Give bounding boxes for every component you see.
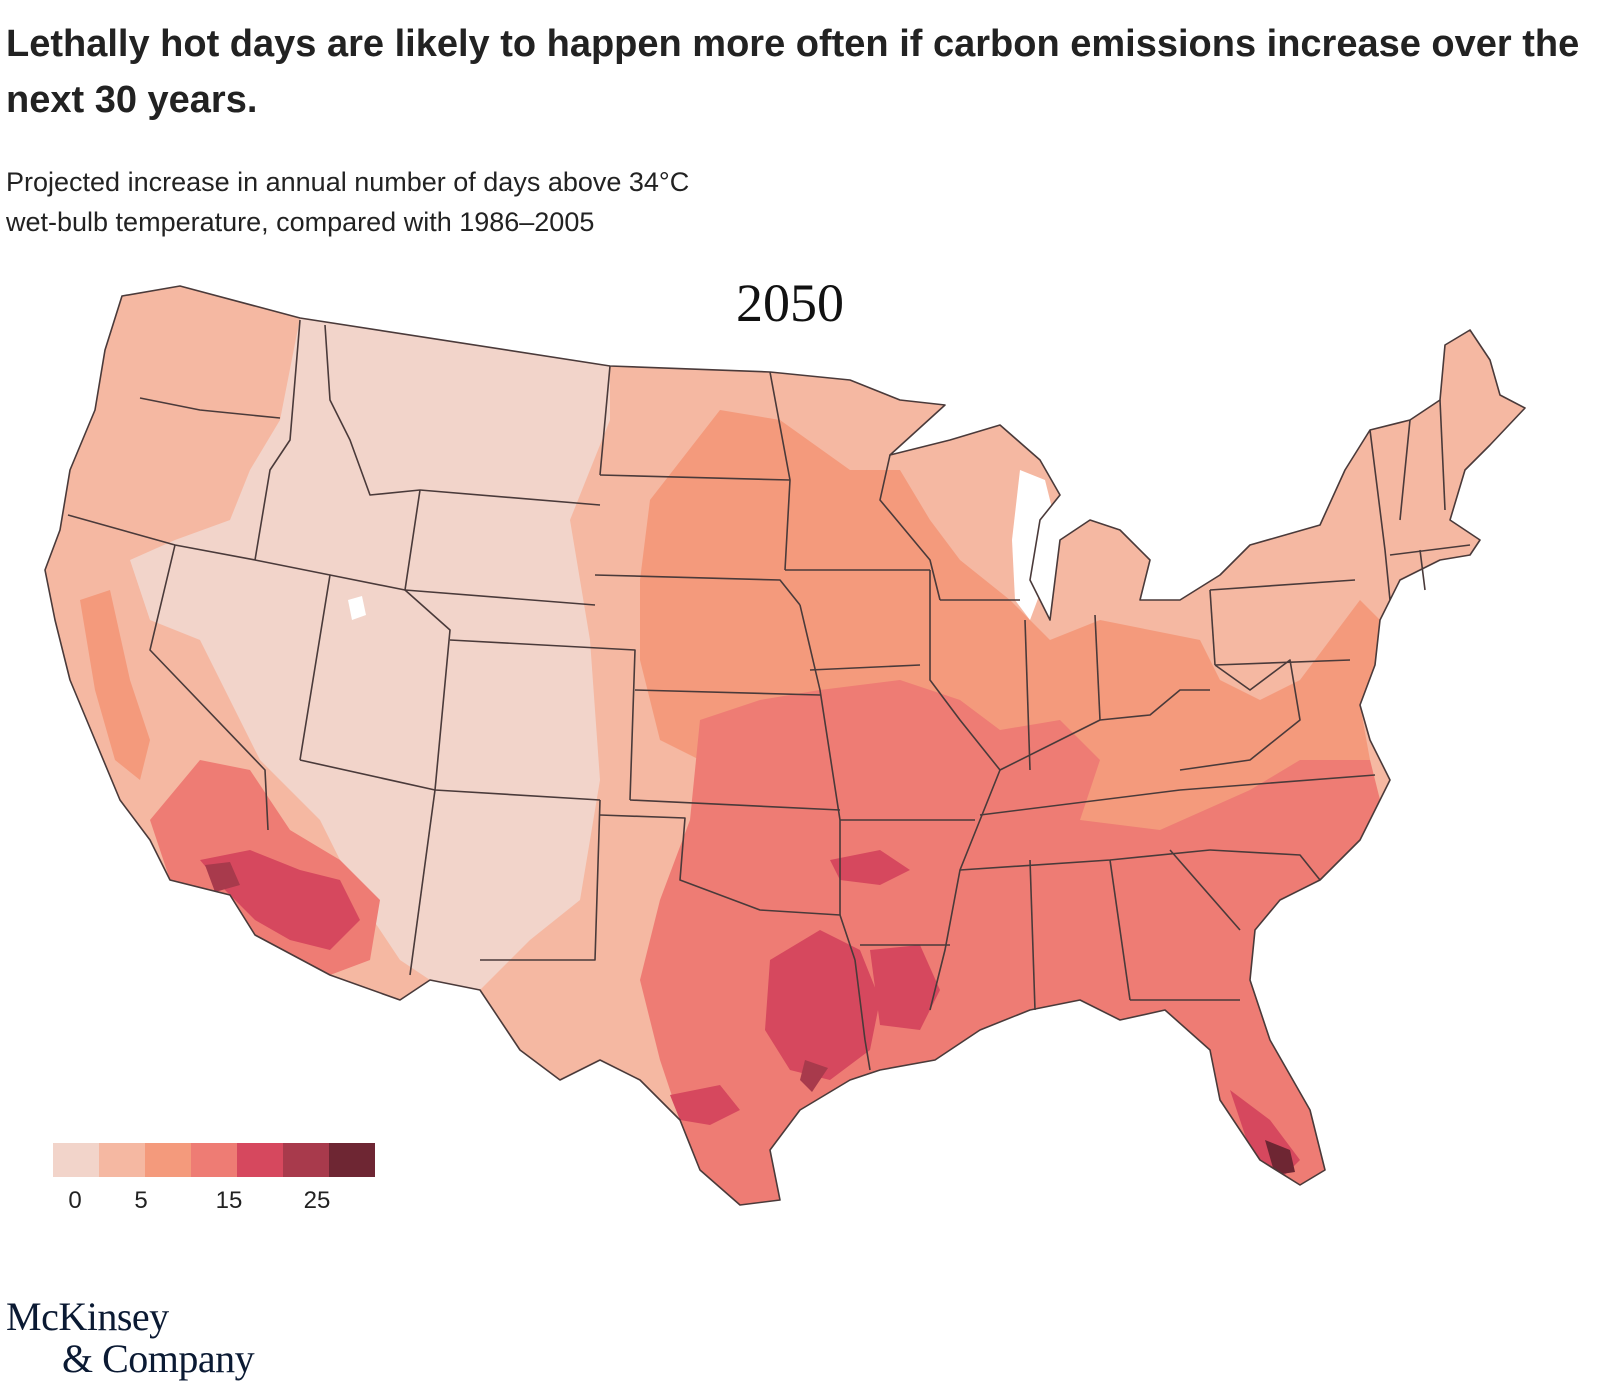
border-wv <box>1179 659 1301 771</box>
great-salt-lake <box>348 596 366 620</box>
border-ut-co <box>404 589 451 791</box>
border-wy-co <box>404 589 596 606</box>
border-al-ga <box>1109 859 1131 1001</box>
border-wa-or <box>139 397 281 419</box>
heat-zone-florida-peak <box>1265 1140 1295 1175</box>
heat-zone-south-texas-hotspot <box>670 1085 740 1125</box>
border-va-nc <box>1179 774 1376 791</box>
border-tx-la <box>854 959 871 1071</box>
border-mississippi <box>929 570 1001 1011</box>
headline-text: Lethally hot days are likely to happen m… <box>6 23 1580 121</box>
legend-swatch-3 <box>191 1143 237 1177</box>
legend-tick-0: 0 <box>68 1187 82 1214</box>
border-in-oh <box>1094 614 1101 721</box>
legend-swatch-5 <box>283 1143 329 1177</box>
border-ne-ks <box>634 689 821 696</box>
border-id-west <box>254 319 301 561</box>
legend-swatch-4 <box>237 1143 283 1177</box>
logo-line-1: McKinsey <box>6 1294 169 1339</box>
legend-tick-25: 25 <box>303 1187 331 1214</box>
subtitle-line-2: wet-bulb temperature, compared with 1986… <box>6 207 595 237</box>
border-ia-mo <box>809 664 921 671</box>
border-ny-new-england <box>1369 429 1391 601</box>
legend-swatch-0 <box>53 1143 99 1177</box>
headline: Lethally hot days are likely to happen m… <box>6 16 1586 128</box>
border-sd-ne <box>594 574 801 606</box>
border-az-nm <box>409 789 436 976</box>
border-ct-ri <box>1419 549 1426 591</box>
heat-zone-arizona-peak <box>205 862 240 892</box>
border-nd-sd <box>599 474 791 481</box>
legend-swatch-2 <box>145 1143 191 1177</box>
border-nd-mn <box>769 371 791 571</box>
border-ga-sc <box>1169 849 1241 931</box>
legend: 0 5 15 25 <box>53 1143 383 1223</box>
legend-swatch-6 <box>329 1143 375 1177</box>
border-ks-ok <box>629 799 841 811</box>
border-ma-south <box>1389 544 1471 556</box>
border-nm-tx <box>480 799 601 961</box>
border-ms-al <box>1029 859 1036 1011</box>
logo-line-2: & Company <box>62 1336 255 1381</box>
border-ok-tx <box>599 814 856 961</box>
border-mn-wi <box>879 454 941 601</box>
us-outline <box>44 285 1526 1206</box>
border-ohio-river <box>999 689 1210 771</box>
heat-zones <box>45 286 1525 1205</box>
legend-labels: 0 5 15 25 <box>53 1177 383 1217</box>
border-nh-me <box>1439 399 1446 511</box>
border-ca-nv <box>149 544 269 831</box>
subtitle: Projected increase in annual number of d… <box>6 162 1006 242</box>
lake-michigan <box>1012 470 1055 620</box>
heat-zone-houston-peak <box>800 1060 828 1092</box>
border-four-corners <box>299 759 601 801</box>
border-pa-south <box>1214 659 1351 666</box>
heat-zone-texas-hotspot <box>765 930 880 1080</box>
border-vt-nh <box>1399 419 1411 521</box>
border-il-in <box>1024 619 1031 771</box>
border-co-east <box>449 639 636 801</box>
border-ky-tn <box>979 789 1181 816</box>
border-id-mt <box>324 324 421 496</box>
legend-swatch-1 <box>99 1143 145 1177</box>
subtitle-line-1: Projected increase in annual number of d… <box>6 167 690 197</box>
border-mt-nd <box>599 365 611 476</box>
lakes <box>348 470 1055 620</box>
legend-tick-15: 15 <box>215 1187 243 1214</box>
border-oh-pa <box>1209 589 1216 666</box>
border-nc-sc <box>1209 849 1321 881</box>
map-year-label: 2050 <box>736 273 844 333</box>
heat-zone-southwest-hotspot <box>200 850 360 950</box>
border-pa-ny <box>1209 579 1356 591</box>
legend-color-bar <box>53 1143 383 1177</box>
heat-zone-mountain-west <box>130 318 610 990</box>
us-heat-map <box>44 285 1526 1206</box>
border-mo-west <box>799 604 841 915</box>
heat-zone-arkansas-hotspot <box>830 850 910 885</box>
border-mt-wy <box>419 489 601 506</box>
legend-tick-5: 5 <box>134 1187 148 1214</box>
state-borders <box>44 285 1526 1206</box>
heat-zone-louisiana-hotspot <box>870 945 940 1030</box>
mckinsey-logo: McKinsey & Company <box>6 1294 255 1381</box>
heat-zone-central-valley <box>80 590 150 780</box>
